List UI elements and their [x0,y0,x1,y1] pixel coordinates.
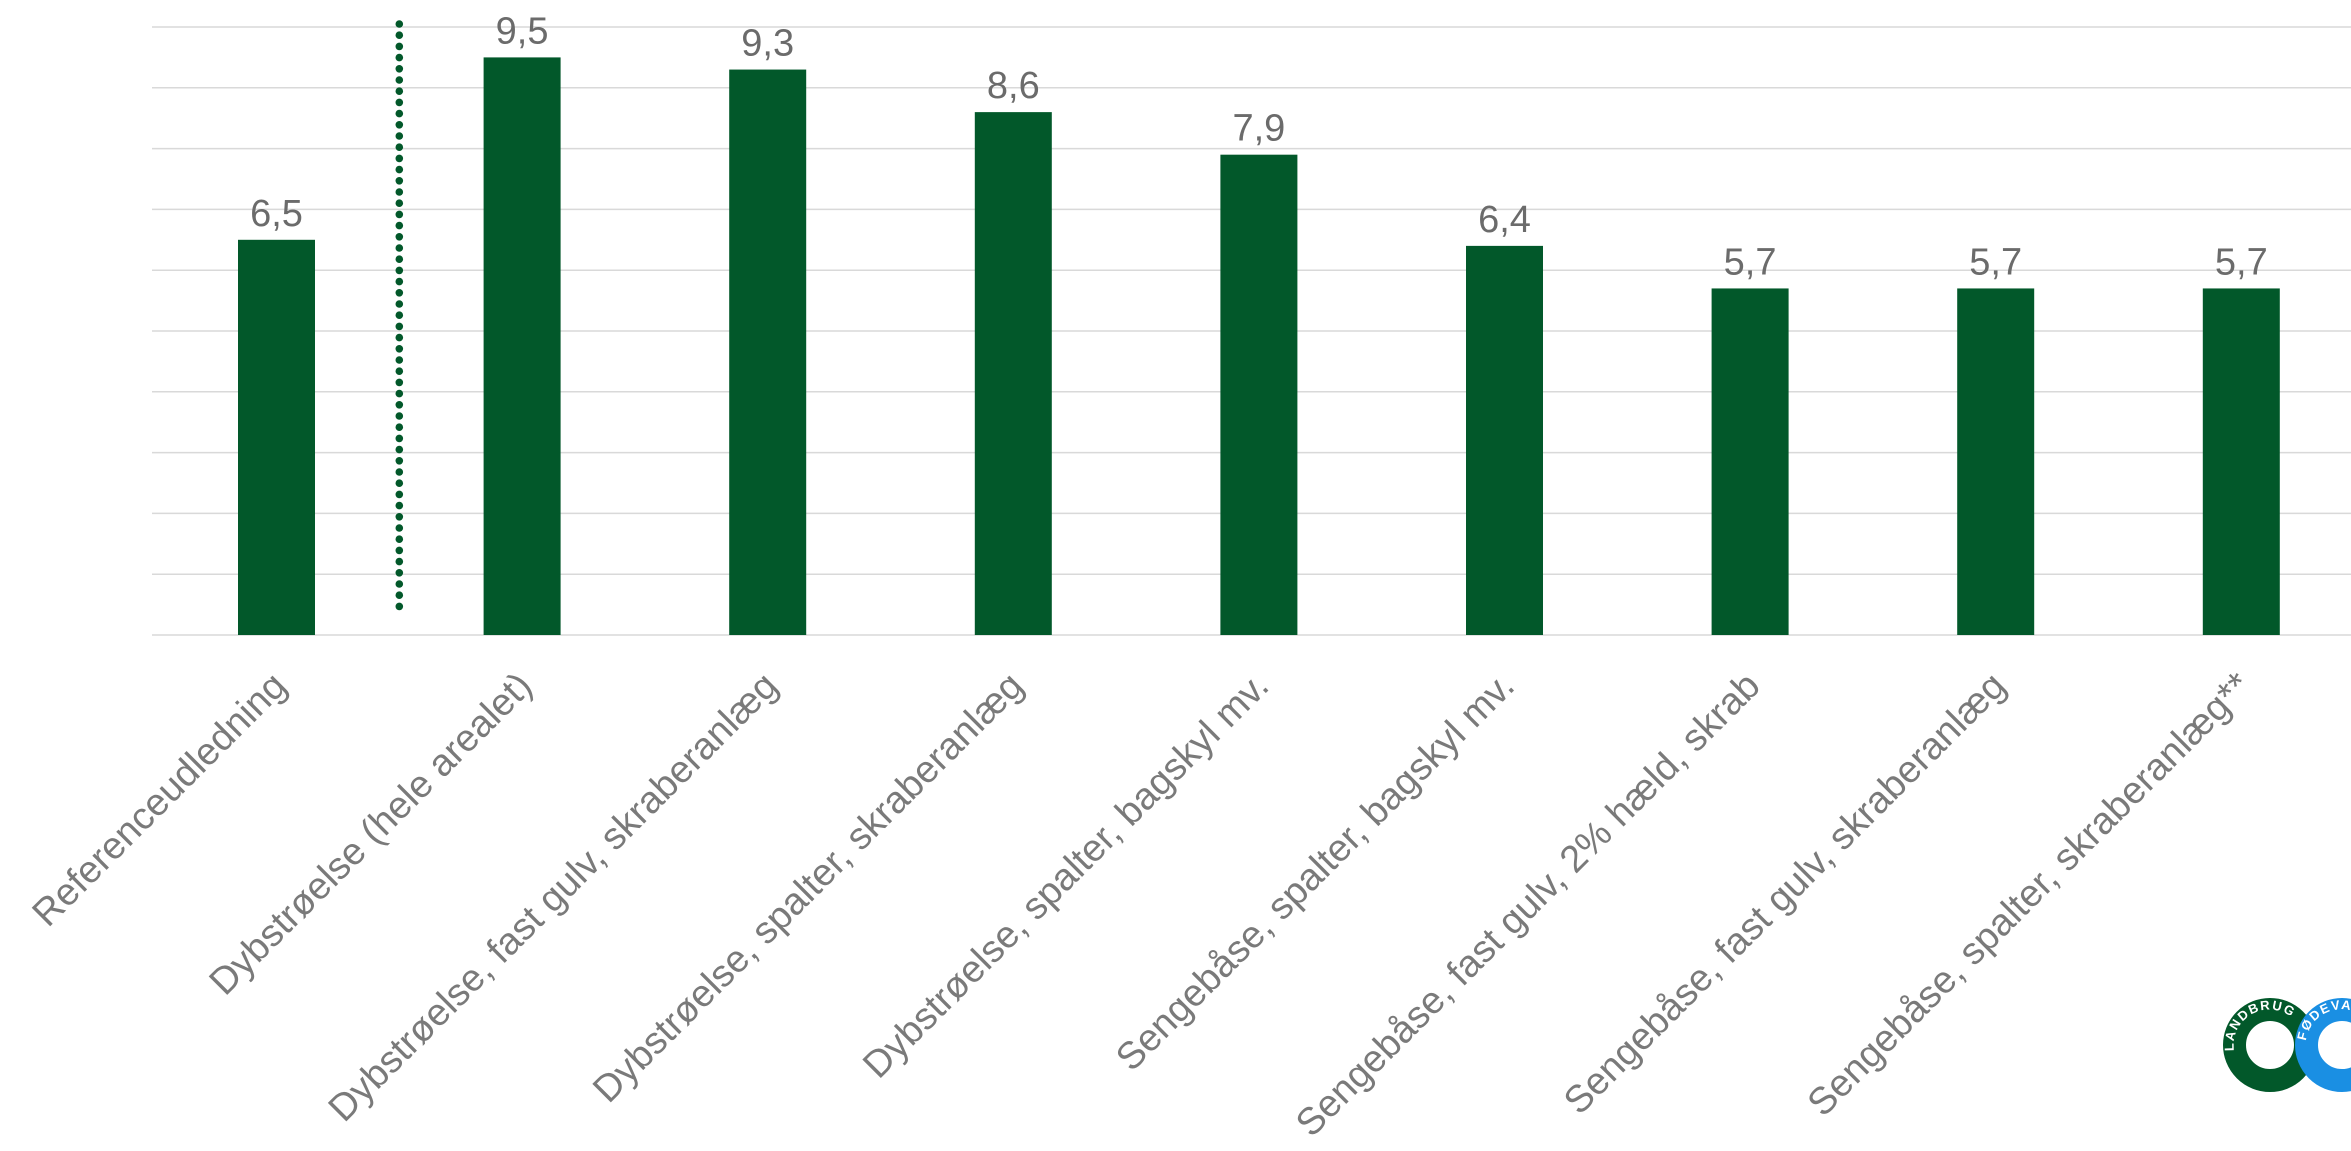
landbrug-foedevarer-logo: LANDBRUGFØDEVARER [2222,997,2351,1092]
separator-dot [395,322,404,331]
separator-dot [395,244,404,252]
category-label: Referenceudledning [25,665,295,935]
separator-dot [395,311,404,320]
separator-dot [395,277,404,286]
bar [1466,245,1543,635]
separator-dot [395,300,404,308]
separator-dot [395,569,404,577]
logo-ring-right [2295,998,2351,1092]
category-label: Sengebåse, fast gulv, skraberanlæg [1556,665,2014,1123]
separator-dot [395,333,404,342]
category-label: Dybstrøelse, fast gulv, skraberanlæg [321,665,786,1130]
separator-dot [395,20,404,28]
separator-dotted-line [395,20,404,611]
separator-dot [395,42,404,51]
separator-dot [395,468,404,476]
separator-dot [395,143,404,151]
data-label: 9,5 [496,10,549,52]
bar [238,239,315,636]
separator-dot [395,401,404,409]
data-label: 6,4 [1478,199,1531,241]
separator-dot [395,524,404,532]
separator-dot [395,65,404,73]
separator-dot [395,389,404,398]
data-label: 9,3 [741,23,794,65]
data-label: 8,6 [987,65,1040,107]
separator-dot [395,132,404,140]
category-label: Dybstrøelse, spalter, bagskyl mv. [855,665,1277,1087]
separator-dot [395,546,404,555]
separator-dot [395,31,404,39]
separator-dot [395,356,404,364]
separator-dot [395,602,404,611]
separator-dot [395,289,404,297]
separator-dot [395,76,404,84]
bar [1220,154,1298,635]
separator-dot [395,87,404,95]
separator-dot [395,188,404,196]
category-label: Sengebåse, spalter, bagskyl mv. [1108,665,1523,1080]
data-labels: 6,5 9,5 9,3 8,6 7,9 6,4 5,7 5,7 5,7 [250,10,2268,283]
separator-dot [395,535,404,543]
data-label: 5,7 [2215,241,2268,283]
separator-dot [395,345,404,353]
separator-dot [395,513,404,521]
separator-dot [395,557,404,566]
data-label: 7,9 [1232,108,1285,150]
bar [1957,288,2035,635]
separator-dot [395,457,404,465]
category-label: Dybstrøelse, spalter, skraberanlæg [585,665,1031,1111]
data-label: 6,5 [250,193,303,235]
bar [483,57,561,635]
separator-dot [395,378,404,387]
separator-dot [395,423,404,432]
separator-dot [395,98,404,107]
separator-dot [395,221,404,230]
separator-dot [395,154,404,163]
separator-dot [395,501,404,510]
separator-dot [395,479,404,488]
separator-dot [395,580,404,588]
bar [1711,288,1789,635]
category-label: Sengebåse, spalter, skraberanlæg** [1800,665,2260,1125]
separator-dot [395,165,404,174]
separator-dot [395,434,404,443]
data-label: 5,7 [1724,241,1777,283]
separator-dot [395,445,404,454]
data-label: 5,7 [1969,241,2022,283]
separator-dot [395,109,404,118]
separator-dot [395,255,404,263]
bar [2202,288,2280,635]
separator-dot [395,53,404,62]
separator-dot [395,233,404,241]
separator-dot [395,177,404,185]
separator-dot [395,367,404,376]
category-label: Sengebåse, fast gulv, 2% hæld, skrab [1288,665,1768,1145]
separator-dot [395,490,404,499]
bars [238,57,2280,636]
separator-dot [395,121,404,129]
bar [729,69,807,635]
separator-dot [395,412,404,420]
separator-dot [395,199,404,207]
separator-dot [395,266,404,275]
bar [974,112,1052,636]
separator-dot [395,210,404,219]
separator-dot [395,591,404,599]
